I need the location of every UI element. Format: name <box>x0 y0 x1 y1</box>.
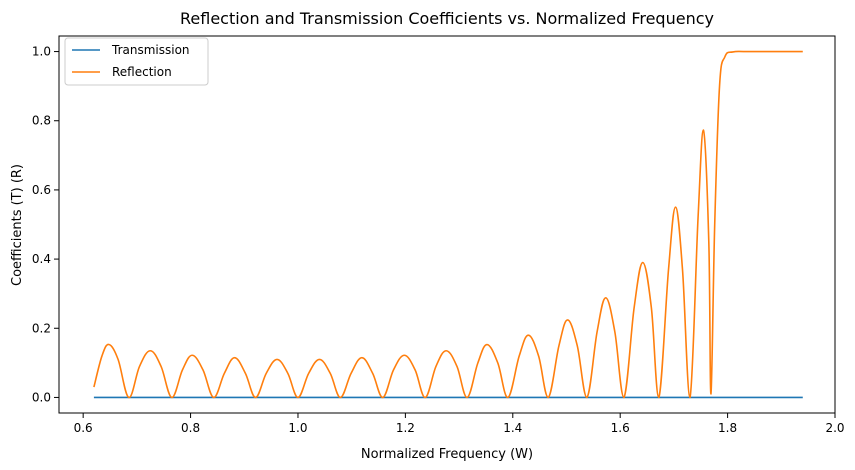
y-axis-ticks: 0.0 0.2 0.4 0.6 0.8 1.0 <box>32 45 59 404</box>
x-tick-label: 0.8 <box>181 421 200 435</box>
legend-label: Reflection <box>112 65 172 79</box>
y-tick-label: 0.2 <box>32 321 51 335</box>
y-tick-label: 0.4 <box>32 252 51 266</box>
x-tick-label: 2.0 <box>825 421 844 435</box>
x-tick-label: 1.2 <box>396 421 415 435</box>
x-tick-label: 1.8 <box>718 421 737 435</box>
x-tick-label: 0.6 <box>74 421 93 435</box>
y-tick-label: 0.6 <box>32 183 51 197</box>
x-tick-label: 1.4 <box>503 421 522 435</box>
y-tick-label: 1.0 <box>32 45 51 59</box>
legend-frame <box>64 37 209 86</box>
y-tick-label: 0.8 <box>32 114 51 128</box>
reflection-line <box>93 50 803 399</box>
series-layer <box>93 50 803 399</box>
x-axis-label: Normalized Frequency (W) <box>361 447 533 462</box>
chart-title: Reflection and Transmission Coefficients… <box>180 9 714 28</box>
x-tick-label: 1.0 <box>288 421 307 435</box>
legend-label: Transmission <box>111 43 190 57</box>
x-axis-ticks: 0.6 0.8 1.0 1.2 1.4 1.6 1.8 2.0 <box>74 413 845 435</box>
y-axis-label: Coefficients (T) (R) <box>10 164 25 286</box>
y-tick-label: 0.0 <box>32 390 51 404</box>
legend: Transmission Reflection <box>64 37 209 86</box>
x-tick-label: 1.6 <box>611 421 630 435</box>
plot-area <box>58 35 836 414</box>
